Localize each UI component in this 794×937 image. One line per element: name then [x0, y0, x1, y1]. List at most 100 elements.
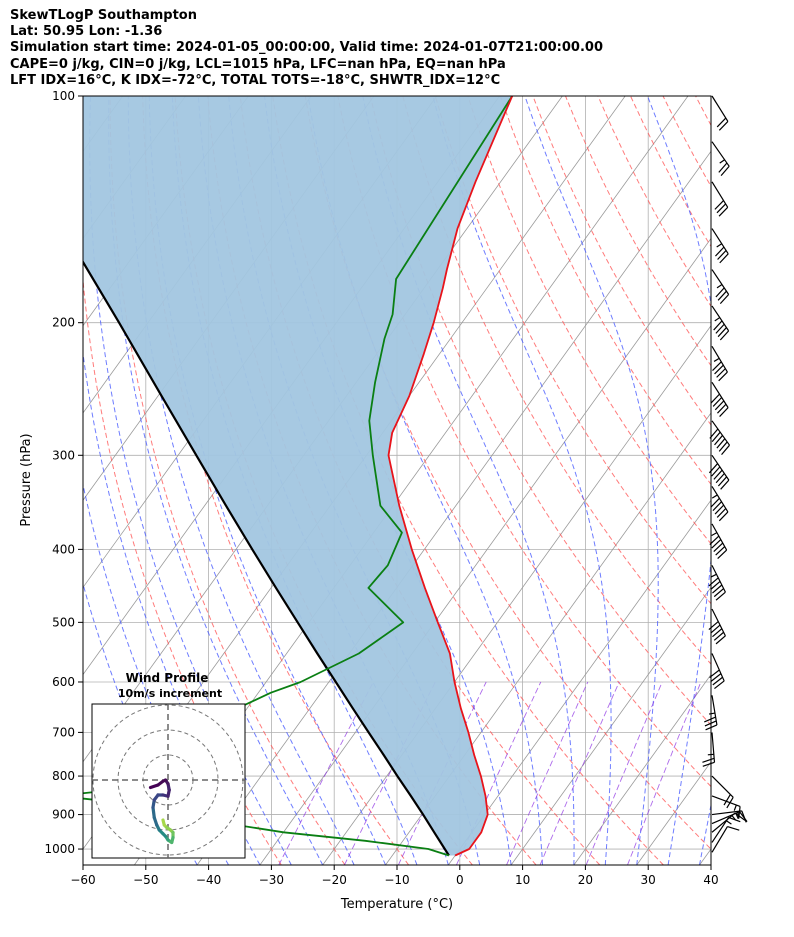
isotherm-line — [762, 96, 794, 865]
wind-barb-staff — [711, 732, 716, 763]
wind-barb-staff — [711, 810, 742, 816]
wind-barb-flag — [715, 635, 726, 645]
x-tick-label: 10 — [515, 873, 530, 887]
wind-barb-flag — [702, 761, 715, 767]
wind-barb — [708, 454, 730, 490]
header-time-line: Simulation start time: 2024-01-05_00:00:… — [10, 40, 603, 56]
wind-barb — [711, 181, 729, 217]
wind-barb-staff — [711, 95, 729, 122]
wind-barb-flag — [712, 361, 722, 371]
parcel-profile-line — [83, 259, 450, 857]
wind-barb-flag — [716, 117, 727, 128]
hodograph-subtitle: 10m/s increment — [118, 687, 222, 700]
wind-barb-flag — [709, 669, 720, 679]
mixing-ratio-line — [506, 681, 589, 865]
wind-barb-flag — [716, 438, 726, 449]
wind-barb-flag — [720, 479, 730, 490]
wind-barb — [710, 381, 729, 418]
header-location-line: Lat: 50.95 Lon: -1.36 — [10, 24, 163, 40]
wind-barb — [704, 695, 718, 731]
x-tick-label: −30 — [259, 873, 284, 887]
wind-barb-staff — [711, 811, 740, 825]
wind-barb-staff — [711, 523, 728, 551]
plot-area — [83, 96, 794, 865]
wind-barb-flag — [709, 428, 719, 439]
isotherm-line — [196, 150, 711, 865]
x-tick-label: 30 — [641, 873, 656, 887]
wind-barb-flag — [704, 720, 717, 727]
mixing-ratio-line — [627, 681, 702, 865]
x-tick-label: −10 — [384, 873, 409, 887]
wind-barb-flag — [720, 165, 730, 177]
wind-barb-flag — [717, 476, 728, 487]
wind-barb-staff — [711, 346, 728, 373]
hodograph-trace-segment — [151, 805, 156, 820]
wind-barb-half-flag — [708, 712, 716, 715]
wind-barb-staff — [711, 141, 730, 167]
wind-barb-flag — [718, 441, 728, 452]
y-tick-label: 900 — [52, 808, 75, 822]
x-axis-label: Temperature (°C) — [340, 897, 453, 912]
wind-barb-half-flag — [711, 494, 718, 499]
y-tick-label: 600 — [52, 675, 75, 689]
wind-barb-flag — [718, 206, 729, 217]
wind-barb-flag — [715, 546, 726, 556]
wind-barb — [711, 95, 729, 131]
wind-barb-flag — [717, 403, 727, 414]
wind-barb-flag — [719, 330, 730, 341]
mixing-ratio-line — [539, 681, 620, 865]
wind-barb-staff — [711, 608, 726, 637]
wind-barb-flag — [705, 724, 718, 731]
hodograph-title: Wind Profile — [126, 671, 209, 685]
wind-barb-flag — [726, 796, 734, 809]
y-tick-label: 500 — [52, 615, 75, 629]
header-station-line: SkewTLogP Southampton — [10, 8, 197, 23]
wind-barb-flag — [712, 676, 723, 686]
moist-adiabat-line — [108, 96, 324, 865]
wind-barb-half-flag — [733, 804, 737, 811]
dry-adiabat-line — [499, 96, 711, 486]
wind-barb-flag — [711, 539, 722, 549]
wind-barb-flag — [718, 162, 728, 173]
wind-barb — [702, 732, 716, 767]
wind-barb-flag — [702, 757, 715, 763]
wind-barb — [709, 420, 731, 456]
wind-barb — [708, 565, 726, 601]
hodograph-trace-segment — [148, 783, 160, 790]
wind-barb-flag — [718, 511, 729, 522]
wind-barb — [711, 346, 728, 382]
wind-barb-flag — [727, 825, 740, 831]
x-tick-label: −60 — [70, 873, 95, 887]
dry-adiabat-line — [337, 96, 711, 788]
wind-barb-staff — [711, 826, 728, 853]
wind-barb-half-flag — [735, 813, 739, 820]
wind-barb-half-flag — [719, 159, 725, 164]
moist-adiabat-line — [362, 96, 575, 865]
dry-adiabat-line — [434, 96, 711, 605]
dry-adiabat-line — [369, 96, 711, 726]
mixing-ratio-line — [585, 681, 663, 865]
wind-barb-flag — [721, 444, 730, 456]
x-tick-label: −40 — [196, 873, 221, 887]
wind-barb-flag — [719, 407, 729, 418]
y-tick-label: 300 — [52, 448, 75, 462]
wind-barb-flag — [713, 542, 724, 552]
dry-adiabat-line — [532, 96, 711, 426]
wind-barb-flag — [714, 680, 725, 690]
dry-adiabat-line — [597, 96, 711, 308]
wind-barb-flag — [708, 621, 719, 631]
wind-barb — [708, 608, 726, 645]
wind-barb-flag — [715, 591, 726, 601]
wind-barb-half-flag — [716, 243, 723, 248]
wind-barb-staff — [711, 305, 730, 332]
wind-barb-flag — [723, 794, 731, 806]
wind-barb-flag — [708, 463, 719, 474]
wind-barb-staff — [711, 812, 736, 833]
header-cape-line: CAPE=0 j/kg, CIN=0 j/kg, LCL=1015 hPa, L… — [10, 56, 506, 72]
wind-barb-flag — [714, 435, 723, 446]
wind-barb-flag — [717, 250, 727, 260]
moist-adiabat-line — [127, 96, 355, 865]
x-tick-label: −20 — [322, 873, 347, 887]
y-tick-label: 700 — [52, 725, 75, 739]
temperature-profile-line — [387, 96, 514, 857]
